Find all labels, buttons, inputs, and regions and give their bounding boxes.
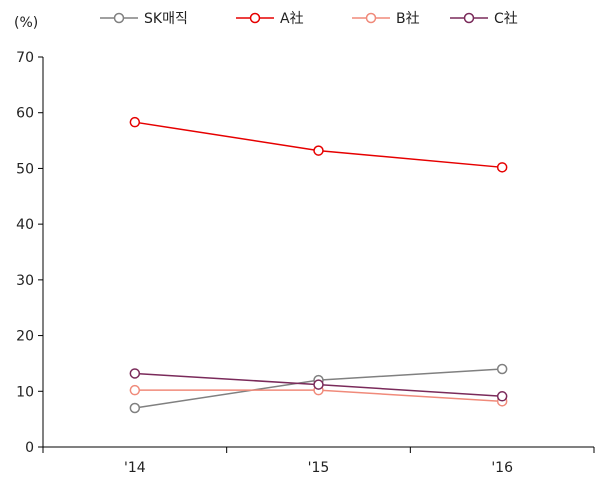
y-tick-label: 0 [25,440,34,456]
legend-item: B社 [352,11,420,27]
y-tick-label: 70 [16,50,34,66]
y-tick-label: 30 [16,273,34,289]
y-tick-label: 40 [16,217,34,233]
data-point [496,391,508,402]
legend: SK매직 A社 B社 C社 [100,11,518,27]
data-point [313,379,324,390]
series-2 [129,384,508,407]
data-point [129,402,141,414]
legend-label: A社 [280,11,304,27]
series-3 [129,368,508,402]
legend-swatch-marker [463,12,475,24]
x-tick-label: '16 [491,460,513,476]
legend-swatch-marker [365,12,377,24]
data-point [129,384,141,396]
legend-item: A社 [236,11,304,27]
data-point [129,368,141,379]
series-1 [129,116,508,173]
legend-item: SK매직 [100,11,188,27]
y-ticks: 0 10 20 30 40 50 60 70 [16,50,43,456]
data-point [496,162,508,173]
x-tick-label: '15 [308,460,330,476]
series-line [134,121,503,169]
y-unit-label: (%) [14,15,38,31]
data-point [313,145,324,156]
y-tick-label: 20 [16,329,34,345]
legend-item: C社 [450,11,518,27]
y-tick-label: 50 [16,161,34,177]
legend-swatch-marker [249,12,261,24]
series-layer [129,116,508,414]
x-ticks: '14 '15 '16 [42,447,595,476]
y-tick-label: 10 [16,384,34,400]
x-tick-label: '14 [124,460,146,476]
legend-label: SK매직 [144,11,188,27]
data-point [496,363,508,375]
legend-label: C社 [494,11,518,27]
y-tick-label: 60 [16,106,34,122]
axes [42,57,594,448]
data-point [129,116,141,128]
legend-swatch-marker [113,12,125,24]
legend-label: B社 [396,11,420,27]
